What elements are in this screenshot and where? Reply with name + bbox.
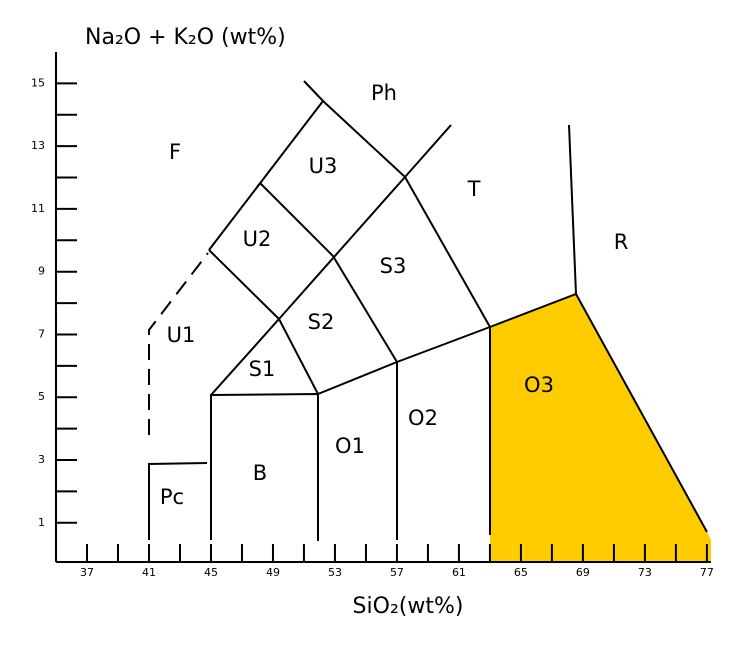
field-label: T <box>467 177 481 201</box>
field-label: S2 <box>308 310 335 334</box>
field-boundaries <box>148 80 708 541</box>
field-label: Ph <box>371 81 397 105</box>
x-tick-label: 77 <box>700 566 714 579</box>
x-tick-label: 41 <box>142 566 156 579</box>
x-axis-title: SiO₂(wt%) <box>353 594 464 619</box>
field-label: U1 <box>167 323 196 347</box>
y-tick-label: 13 <box>31 139 45 152</box>
x-tick-label: 61 <box>452 566 466 579</box>
field-label: F <box>169 140 181 164</box>
y-tick-label: 15 <box>31 76 45 89</box>
field-label: S1 <box>249 357 276 381</box>
y-tick-label: 5 <box>38 390 45 403</box>
y-tick-label: 3 <box>38 453 45 466</box>
field-label: U3 <box>309 154 338 178</box>
field-label: O3 <box>524 373 554 397</box>
field-label: S3 <box>380 254 407 278</box>
y-axis-title: Na₂O + K₂O (wt%) <box>85 25 286 50</box>
highlighted-field <box>490 294 711 562</box>
x-tick-label: 65 <box>514 566 528 579</box>
x-tick-label: 37 <box>80 566 94 579</box>
y-tick-label: 11 <box>31 202 45 215</box>
x-tick-label: 57 <box>390 566 404 579</box>
field-label: B <box>253 461 267 485</box>
field-label: O1 <box>335 434 365 458</box>
x-tick-label: 53 <box>328 566 342 579</box>
y-tick-label: 7 <box>38 327 45 340</box>
y-tick-label: 1 <box>38 516 45 529</box>
field-label: Pc <box>160 485 184 509</box>
y-tick-label: 9 <box>38 265 45 278</box>
field-label: R <box>614 230 629 254</box>
x-tick-label: 49 <box>266 566 280 579</box>
x-tick-label: 73 <box>638 566 652 579</box>
field-label: U2 <box>243 227 272 251</box>
field-label: O2 <box>408 406 438 430</box>
x-tick-label: 45 <box>204 566 218 579</box>
x-tick-label: 69 <box>576 566 590 579</box>
